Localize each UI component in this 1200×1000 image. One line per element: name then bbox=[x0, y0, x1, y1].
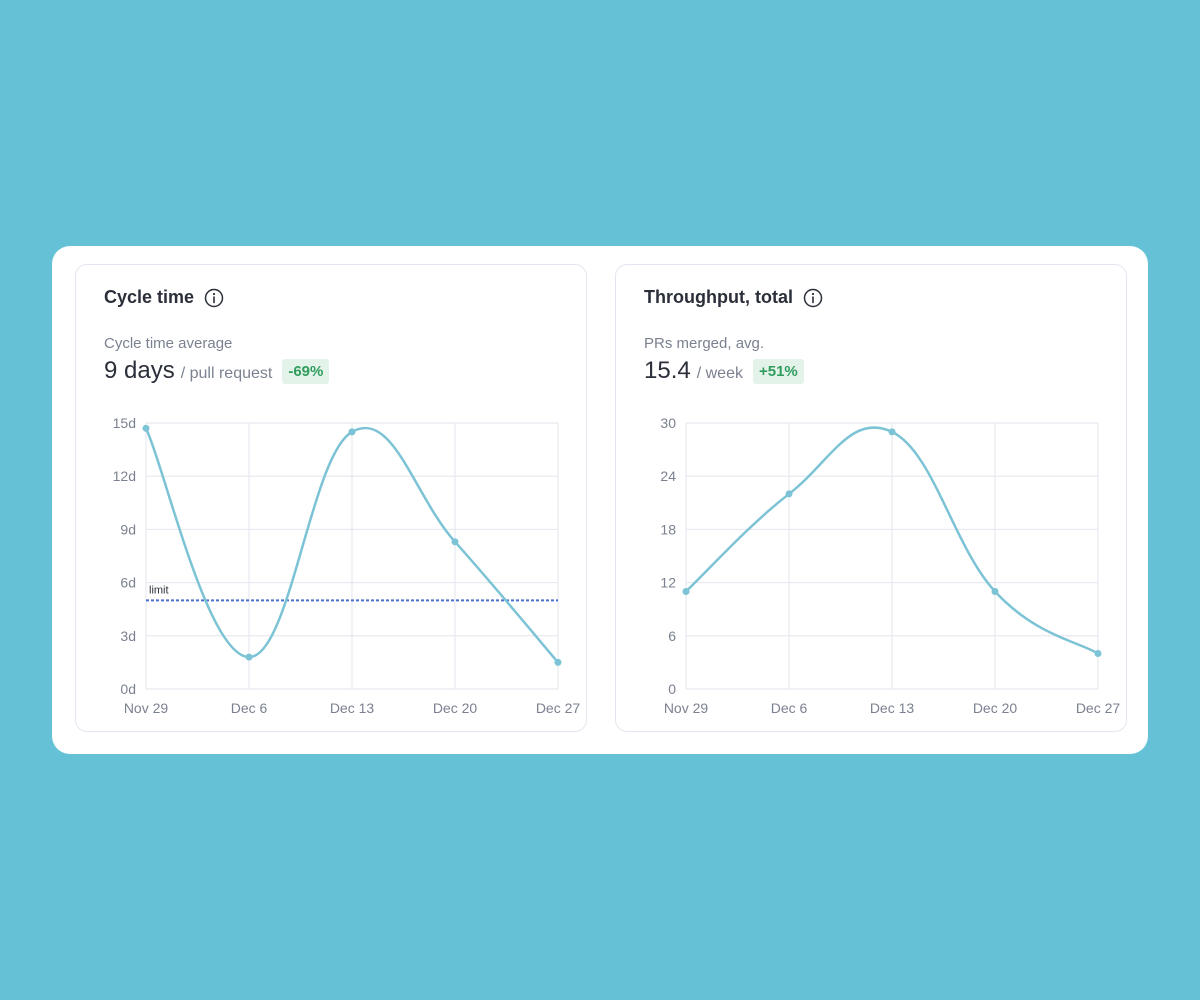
metric-summary: 15.4 / week +51% bbox=[644, 357, 804, 385]
data-point bbox=[245, 653, 253, 661]
data-point bbox=[785, 490, 793, 498]
metric-unit: / pull request bbox=[180, 365, 273, 382]
x-tick-label: Dec 20 bbox=[433, 700, 478, 716]
x-tick-label: Dec 13 bbox=[870, 700, 915, 716]
dashboard-panel: Cycle time Cycle time average 9 days / p… bbox=[52, 246, 1148, 754]
data-point bbox=[888, 428, 896, 436]
metric-summary: 9 days / pull request -69% bbox=[104, 357, 330, 385]
info-icon[interactable] bbox=[803, 288, 823, 308]
card-header: Throughput, total bbox=[644, 287, 823, 308]
metric-value: 15.4 bbox=[644, 357, 691, 384]
y-tick-label: 3d bbox=[120, 628, 136, 644]
y-tick-label: 9d bbox=[120, 521, 136, 537]
limit-label: limit bbox=[149, 584, 169, 596]
data-point bbox=[1094, 650, 1102, 658]
x-tick-label: Dec 6 bbox=[771, 700, 808, 716]
y-tick-label: 12 bbox=[660, 575, 676, 591]
throughput-chart: 0 6 12 18 24 30 Nov 29 Dec 6 Dec 13 Dec 20 Dec 27 bbox=[660, 415, 1121, 716]
delta-badge: -69% bbox=[282, 358, 330, 384]
card-title: Cycle time bbox=[104, 287, 195, 307]
y-tick-label: 0 bbox=[668, 681, 676, 697]
data-point bbox=[142, 424, 150, 432]
data-point bbox=[451, 538, 459, 546]
y-tick-label: 24 bbox=[660, 468, 676, 484]
delta-badge: +51% bbox=[752, 358, 804, 384]
y-tick-label: 30 bbox=[660, 415, 676, 431]
cycle-time-card: Cycle time Cycle time average 9 days / p… bbox=[75, 264, 587, 732]
y-tick-label: 18 bbox=[660, 521, 676, 537]
y-tick-label: 0d bbox=[120, 681, 136, 697]
x-tick-label: Dec 13 bbox=[330, 700, 375, 716]
metric-subtitle: Cycle time average bbox=[104, 335, 233, 352]
info-icon[interactable] bbox=[204, 288, 224, 308]
metric-value: 9 days bbox=[104, 357, 175, 384]
y-tick-label: 6 bbox=[668, 628, 676, 644]
y-tick-label: 12d bbox=[113, 468, 136, 484]
data-point bbox=[554, 658, 562, 666]
card-header: Cycle time bbox=[104, 287, 224, 308]
x-tick-label: Dec 27 bbox=[1076, 700, 1121, 716]
cycle-time-chart: 0d 3d 6d 9d 12d 15d Nov 29 Dec 6 Dec 13 Dec 20 Dec… bbox=[113, 415, 581, 716]
card-title: Throughput, total bbox=[644, 287, 793, 307]
throughput-card: Throughput, total PRs merged, avg. 15.4 … bbox=[615, 264, 1127, 732]
x-tick-label: Dec 27 bbox=[536, 700, 581, 716]
x-tick-label: Dec 6 bbox=[231, 700, 268, 716]
data-point bbox=[991, 587, 999, 595]
x-tick-label: Nov 29 bbox=[124, 700, 169, 716]
data-point bbox=[348, 428, 356, 436]
metric-subtitle: PRs merged, avg. bbox=[644, 335, 765, 352]
y-tick-label: 15d bbox=[113, 415, 136, 431]
series-line bbox=[144, 426, 560, 664]
x-tick-label: Nov 29 bbox=[664, 700, 709, 716]
metric-unit: / week bbox=[696, 365, 743, 382]
x-tick-label: Dec 20 bbox=[973, 700, 1018, 716]
data-point bbox=[682, 587, 690, 595]
y-tick-label: 6d bbox=[120, 575, 136, 591]
